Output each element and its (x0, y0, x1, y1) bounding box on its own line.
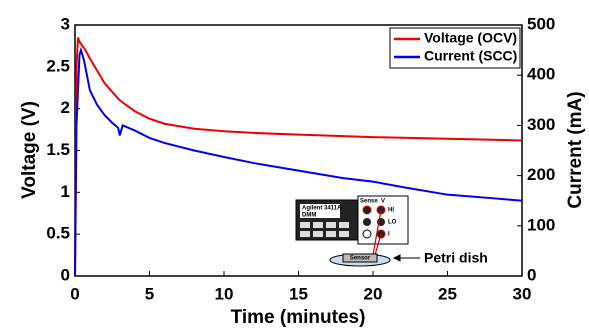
button (300, 231, 310, 237)
y-tick-label: 0 (61, 265, 70, 284)
lo-label: LO (388, 220, 397, 226)
i-label: I (388, 232, 390, 238)
y2-tick-label: 300 (527, 115, 555, 134)
y-axis-label: Voltage (V) (19, 101, 40, 199)
x-tick-label: 30 (513, 284, 532, 303)
legend-label: Current (SCC) (424, 48, 517, 64)
legend-label: Voltage (OCV) (424, 30, 517, 46)
v-label: V (381, 199, 385, 205)
x-axis-label: Time (minutes) (231, 307, 366, 328)
button (326, 222, 336, 228)
button (326, 231, 336, 237)
hi-label: HI (388, 208, 394, 214)
y-tick-label: 1 (61, 182, 70, 201)
x-tick-label: 0 (70, 284, 79, 303)
sensor-label: Sensor (350, 256, 371, 262)
dish-label: Petri dish (424, 250, 488, 266)
x-tick-label: 25 (438, 284, 457, 303)
button (313, 231, 323, 237)
x-tick-label: 15 (289, 284, 308, 303)
sense-label: Sense (360, 199, 378, 205)
terminal (362, 205, 372, 215)
meter-sub: DMM (302, 213, 316, 219)
y-tick-label: 2 (61, 98, 70, 117)
y2-tick-label: 400 (527, 65, 555, 84)
arrow (392, 254, 420, 262)
sensor (342, 253, 378, 263)
terminal (362, 229, 372, 239)
x-tick-label: 10 (215, 284, 234, 303)
legend-box (389, 27, 521, 69)
wire (372, 209, 382, 256)
y2-tick-label: 0 (527, 265, 536, 284)
y-tick-label: 0.5 (46, 224, 70, 243)
terminal (363, 218, 371, 226)
meter-label: Agilent 3411A (302, 206, 342, 212)
inset: Agilent 3411A DMM Sense V HI LO I Sensor… (295, 195, 488, 267)
y-tick-label: 3 (61, 14, 70, 33)
x-tick-label: 5 (145, 284, 154, 303)
meter-screen (300, 204, 340, 218)
y2-axis-label: Current (mA) (565, 91, 586, 208)
y-tick-label: 1.5 (46, 140, 70, 159)
series-line (74, 46, 523, 277)
x-tick-label: 20 (364, 284, 383, 303)
y2-tick-label: 100 (527, 215, 555, 234)
button (300, 222, 310, 228)
series-line (74, 37, 523, 277)
button (339, 231, 349, 237)
y-tick-label: 2.5 (46, 56, 70, 75)
button (339, 222, 349, 228)
y2-tick-label: 200 (527, 165, 555, 184)
button (313, 222, 323, 228)
y2-tick-label: 500 (527, 14, 555, 33)
